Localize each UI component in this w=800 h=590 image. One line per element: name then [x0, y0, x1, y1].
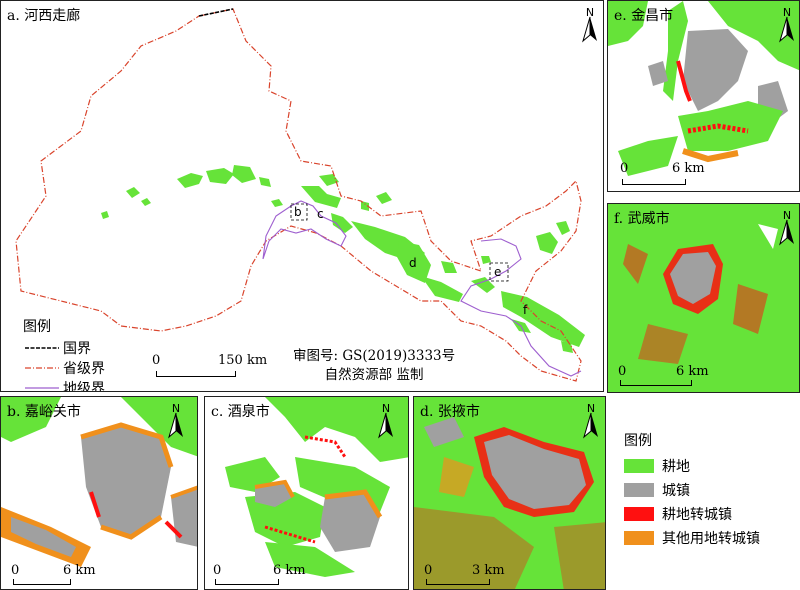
scale-bar-b: 0 6 km: [11, 563, 133, 589]
scale-b-zero: 0: [11, 563, 20, 578]
legend-label-urban: 城镇: [662, 483, 690, 499]
scale-f-line: [620, 380, 692, 386]
north-arrow-icon: [583, 412, 598, 439]
north-arrow-icon: [779, 16, 794, 43]
inset-label-e: e: [494, 265, 502, 279]
scale-d-line: [426, 579, 490, 585]
panel-e-title: e. 金昌市: [614, 8, 674, 24]
legend-provincial: 省级界: [23, 358, 105, 378]
map-panel-f: f. 武威市 N 0 6 km: [607, 203, 800, 393]
scale-b-line: [13, 579, 71, 585]
map-panel-b: b. 嘉峪关市 N 0 6 km: [0, 396, 198, 590]
scale-c-zero: 0: [213, 563, 222, 578]
north-arrow-icon: [582, 16, 597, 43]
map-b: [1, 397, 197, 567]
scale-bar-e: 0 6 km: [620, 161, 742, 191]
inset-label-c: c: [317, 207, 324, 221]
provincial-boundary: [15, 8, 582, 382]
scale-f-zero: 0: [618, 364, 627, 379]
scale-c-line: [215, 579, 279, 585]
panel-d-title: d. 张掖市: [420, 404, 480, 420]
north-arrow-icon: [168, 412, 183, 439]
panel-a-title: a. 河西走廊: [7, 8, 81, 24]
scale-e-line: [622, 179, 686, 185]
scale-a-zero: 0: [152, 353, 161, 368]
scale-bar-c: 0 6 km: [213, 563, 335, 589]
inset-box-b: [290, 203, 308, 221]
scale-e-end: 6 km: [672, 161, 705, 176]
legend-label-other-to-urban: 其他用地转城镇: [662, 531, 760, 547]
legend-prefecture: 地级界: [23, 378, 105, 391]
cropland-patches: [101, 165, 585, 353]
north-arrow-e: N: [776, 6, 798, 43]
inset-label-b: b: [294, 205, 302, 219]
review-by: 自然资源部 监制: [324, 367, 424, 383]
map-f: [608, 204, 799, 392]
scale-f-end: 6 km: [676, 364, 709, 379]
inset-label-d: d: [409, 256, 417, 270]
national-boundary: [198, 8, 234, 17]
prefecture-boundary: [262, 200, 582, 377]
map-c: [225, 397, 408, 577]
scale-d-zero: 0: [424, 563, 433, 578]
provincial-line-icon: [25, 367, 59, 369]
legend-prefecture-label: 地级界: [63, 381, 105, 392]
inset-label-f: f: [523, 303, 528, 317]
north-arrow: N: [579, 6, 601, 43]
north-arrow-icon: [378, 412, 393, 439]
scale-bar-f: 0 6 km: [618, 364, 740, 392]
north-label: N: [585, 6, 595, 19]
legend-label-cropland-to-urban: 耕地转城镇: [662, 507, 732, 523]
scale-c-end: 6 km: [273, 563, 306, 578]
map-e: [608, 1, 799, 176]
map-panel-e: e. 金昌市 N 0 6 km: [607, 0, 800, 192]
north-arrow-f: N: [776, 209, 798, 246]
legend-provincial-label: 省级界: [63, 361, 105, 377]
overview-map: [15, 8, 585, 382]
scale-e-zero: 0: [620, 161, 629, 176]
legend-label-cropland: 耕地: [662, 459, 690, 475]
north-arrow-d: N: [580, 402, 602, 439]
legend-swatch-cropland-to-urban: [624, 507, 654, 521]
panel-f-title: f. 武威市: [614, 211, 670, 227]
panel-c-title: c. 酒泉市: [211, 404, 270, 420]
north-label-e: N: [782, 6, 792, 19]
north-label-f: N: [782, 209, 792, 222]
scale-d-end: 3 km: [472, 563, 505, 578]
prefecture-line-icon: [25, 387, 59, 389]
review-number: 审图号: GS(2019)3333号 自然资源部 监制: [293, 347, 455, 385]
scale-bar-d: 0 3 km: [424, 563, 546, 589]
map-d: [414, 397, 605, 589]
legend-title-a: 图例: [23, 319, 51, 335]
map-panel-a: a. 河西走廊 N b c d e f 图例 国界 省级界 地级界 0 150 …: [0, 0, 604, 392]
map-panel-d: d. 张掖市 N 0 3 km: [413, 396, 606, 590]
inset-box-e: [489, 262, 509, 282]
north-arrow-b: N: [165, 402, 187, 439]
legend-national-label: 国界: [63, 341, 91, 357]
national-line-icon: [25, 347, 59, 349]
legend-swatch-other-to-urban: [624, 531, 654, 545]
scale-bar-a: 0 150 km: [152, 353, 276, 383]
legend-swatch-urban: [624, 483, 654, 497]
legend-national: 国界: [23, 338, 91, 358]
north-label-b: N: [171, 402, 181, 415]
north-label-d: N: [586, 402, 596, 415]
panel-b-title: b. 嘉峪关市: [7, 404, 81, 420]
north-label-c: N: [381, 402, 391, 415]
map-panel-c: c. 酒泉市 N 0 6 km: [204, 396, 409, 590]
scale-a-end: 150 km: [218, 353, 268, 368]
scale-b-end: 6 km: [63, 563, 96, 578]
legend-landuse-title: 图例: [624, 433, 652, 449]
scale-a-line: [156, 371, 236, 377]
north-arrow-c: N: [375, 402, 397, 439]
legend-boundaries: 图例 国界 省级界 地级界: [23, 316, 105, 391]
north-arrow-icon: [779, 219, 794, 246]
review-no: 审图号: GS(2019)3333号: [293, 348, 456, 364]
legend-swatch-cropland: [624, 459, 654, 473]
